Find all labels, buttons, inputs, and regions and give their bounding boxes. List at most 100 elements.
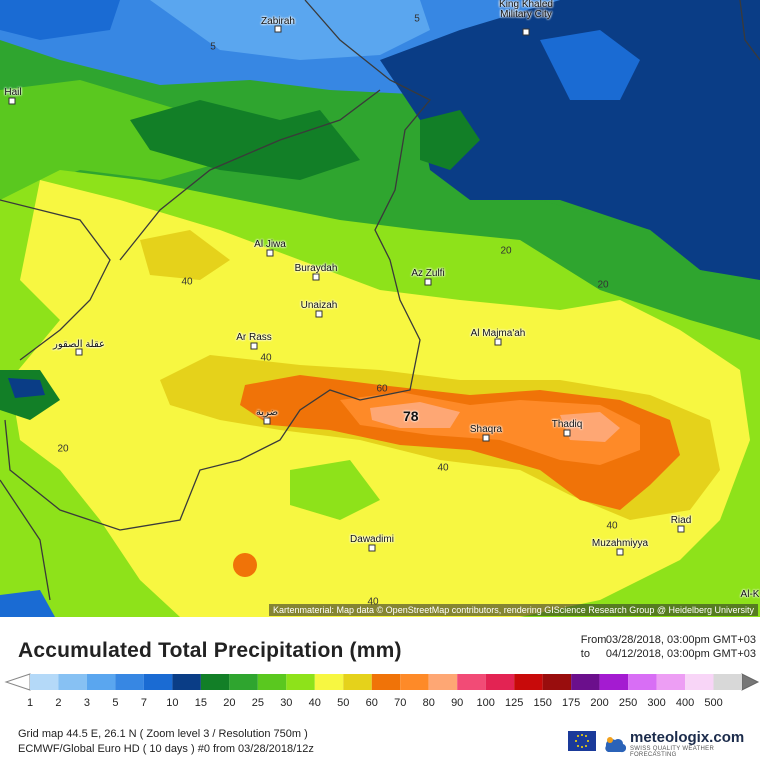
scale-swatch — [485, 674, 515, 690]
contour-label: 20 — [57, 443, 69, 455]
grid-info: Grid map 44.5 E, 26.1 N ( Zoom level 3 /… — [18, 728, 308, 740]
scale-swatch — [30, 674, 59, 690]
model-run-info: ECMWF/Global Euro HD ( 10 days ) #0 from… — [18, 743, 314, 755]
scale-swatch — [628, 674, 657, 690]
city-label: Buraydah — [294, 263, 338, 274]
from-value: 03/28/2018, 03:00pm GMT+03 — [605, 634, 756, 646]
city-label: Muzahmiyya — [591, 538, 649, 549]
scale-label: 25 — [252, 697, 264, 709]
city-marker[interactable] — [75, 348, 83, 356]
city-label: Al Jiwa — [254, 239, 286, 250]
city-marker[interactable] — [266, 249, 274, 257]
brand-name: meteologix.com — [630, 729, 745, 746]
scale-label: 175 — [562, 697, 580, 709]
city-marker[interactable] — [482, 434, 490, 442]
scale-label: 100 — [477, 697, 495, 709]
scale-label: 90 — [451, 697, 463, 709]
scale-swatch — [514, 674, 543, 690]
color-scale: 1 2 3 5 7 10 15 20 25 30 40 50 60 70 80 90 100 125 150 175 2… — [4, 673, 760, 709]
contour-label: 40 — [260, 352, 272, 364]
city-marker[interactable] — [424, 278, 432, 286]
city-label: Unaizah — [300, 300, 338, 311]
city-marker[interactable] — [522, 28, 530, 36]
contour-label: 40 — [437, 462, 449, 474]
scale-swatch — [571, 674, 600, 690]
contour-label: 40 — [181, 276, 193, 288]
scale-label: 250 — [619, 697, 637, 709]
city-label: عقلة الصقور — [52, 339, 106, 350]
scale-swatch — [599, 674, 629, 690]
city-marker[interactable] — [616, 548, 624, 556]
city-label: Az Zulfi — [411, 268, 445, 279]
scale-label: 70 — [394, 697, 406, 709]
scale-swatch — [685, 674, 714, 690]
scale-label: 300 — [647, 697, 665, 709]
border-line — [4, 0, 432, 531]
city-label: Hail — [4, 87, 22, 98]
precip-50-patch-nw — [140, 230, 230, 280]
scale-swatch — [314, 674, 344, 690]
scale-label: 80 — [423, 697, 435, 709]
city-marker[interactable] — [677, 525, 685, 533]
city-marker[interactable] — [315, 310, 323, 318]
city-label: ضرية — [255, 407, 279, 418]
max-value-label: 78 — [403, 408, 419, 424]
city-label: Riad — [670, 515, 692, 526]
city-marker[interactable] — [8, 97, 16, 105]
precip-7-area-nw — [0, 0, 120, 40]
city-marker[interactable] — [368, 544, 376, 552]
city-marker[interactable] — [263, 417, 271, 425]
model-info: Grid map 44.5 E, 26.1 N ( Zoom level 3 /… — [18, 727, 314, 757]
scale-label: 7 — [141, 697, 147, 709]
scale-label: 3 — [84, 697, 90, 709]
scale-label: 20 — [223, 697, 235, 709]
city-marker[interactable] — [250, 342, 258, 350]
city-marker[interactable] — [494, 338, 502, 346]
precip-15-area-c — [130, 100, 360, 180]
precip-7-area-ne — [540, 30, 640, 100]
border-line-west — [0, 199, 111, 361]
city-label: Zabirah — [261, 16, 295, 27]
scale-swatch — [172, 674, 201, 690]
border-line-north — [119, 89, 381, 261]
to-label: to — [580, 648, 590, 660]
brand-tagline: SWISS QUALITY WEATHER FORECASTING — [630, 746, 715, 758]
city-label: Al Majma'ah — [470, 328, 526, 339]
scale-swatch — [400, 674, 429, 690]
meteologix-logo[interactable]: meteologix.com SWISS QUALITY WEATHER FOR… — [604, 729, 760, 758]
scale-swatch — [656, 674, 686, 690]
time-period: From 03/28/2018, 03:00pm GMT+03 to 04/12… — [581, 633, 756, 661]
city-marker[interactable] — [312, 273, 320, 281]
city-marker[interactable] — [563, 429, 571, 437]
scale-swatch — [58, 674, 87, 690]
precip-15-area-ne — [420, 110, 480, 170]
scale-swatch — [428, 674, 458, 690]
border-line-ne — [739, 0, 760, 61]
scale-label: 50 — [337, 697, 349, 709]
scale-swatch — [200, 674, 230, 690]
scale-label: 5 — [112, 697, 118, 709]
precip-10-patch-w — [8, 378, 45, 398]
scale-label: 125 — [505, 697, 523, 709]
scale-swatch — [229, 674, 258, 690]
city-marker[interactable] — [274, 25, 282, 33]
contour-label: 20 — [597, 279, 609, 291]
precipitation-map[interactable]: 5 5 20 20 40 40 60 40 20 40 40 78 Zabira… — [0, 0, 760, 617]
city-label: Thadiq — [551, 419, 583, 430]
scale-label: 500 — [704, 697, 722, 709]
scale-swatch — [143, 674, 173, 690]
precip-3-area — [150, 0, 430, 60]
precip-80-area-e — [560, 412, 620, 442]
contour-label: 5 — [210, 41, 216, 53]
legend-panel: Accumulated Total Precipitation (mm) Fro… — [0, 617, 760, 760]
scale-label: 15 — [195, 697, 207, 709]
border-line-sw — [0, 479, 51, 601]
precip-20-area-e — [540, 200, 760, 340]
scale-swatch — [542, 674, 572, 690]
scale-label: 40 — [309, 697, 321, 709]
scale-arrow-left — [4, 673, 31, 691]
scale-swatch — [257, 674, 287, 690]
city-label: King Khaled Military City — [499, 0, 553, 20]
precip-80-area-w — [370, 402, 460, 428]
contour-label: 60 — [376, 383, 388, 395]
